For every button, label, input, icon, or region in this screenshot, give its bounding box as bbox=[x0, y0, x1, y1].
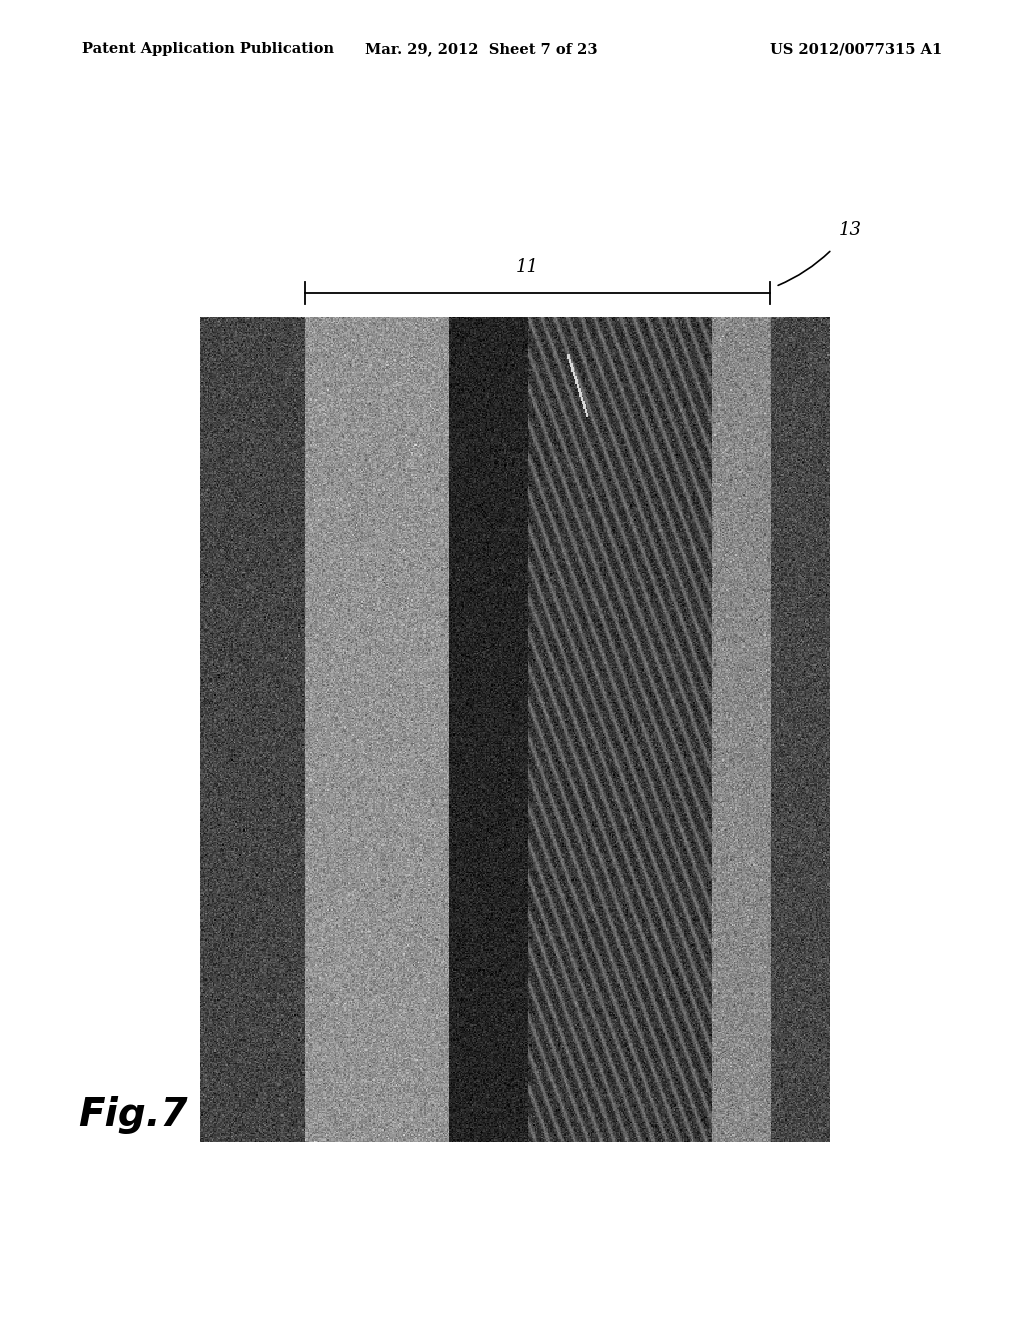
Text: Fig.7: Fig.7 bbox=[79, 1097, 187, 1134]
Text: Mar. 29, 2012  Sheet 7 of 23: Mar. 29, 2012 Sheet 7 of 23 bbox=[365, 42, 598, 57]
Text: 11: 11 bbox=[516, 257, 539, 276]
Text: Patent Application Publication: Patent Application Publication bbox=[82, 42, 334, 57]
Text: US 2012/0077315 A1: US 2012/0077315 A1 bbox=[770, 42, 942, 57]
Text: 13: 13 bbox=[839, 220, 862, 239]
